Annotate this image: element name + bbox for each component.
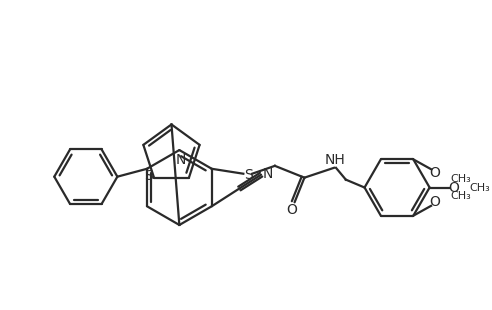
Text: S: S bbox=[244, 168, 252, 182]
Text: CH₃: CH₃ bbox=[469, 183, 490, 193]
Text: N: N bbox=[175, 153, 185, 167]
Text: N: N bbox=[263, 167, 273, 181]
Text: O: O bbox=[286, 203, 297, 217]
Text: S: S bbox=[144, 169, 153, 183]
Text: CH₃: CH₃ bbox=[451, 174, 471, 184]
Text: CH₃: CH₃ bbox=[451, 191, 471, 201]
Text: O: O bbox=[430, 195, 440, 209]
Text: NH: NH bbox=[325, 153, 345, 167]
Text: O: O bbox=[430, 166, 440, 180]
Text: O: O bbox=[448, 180, 459, 194]
